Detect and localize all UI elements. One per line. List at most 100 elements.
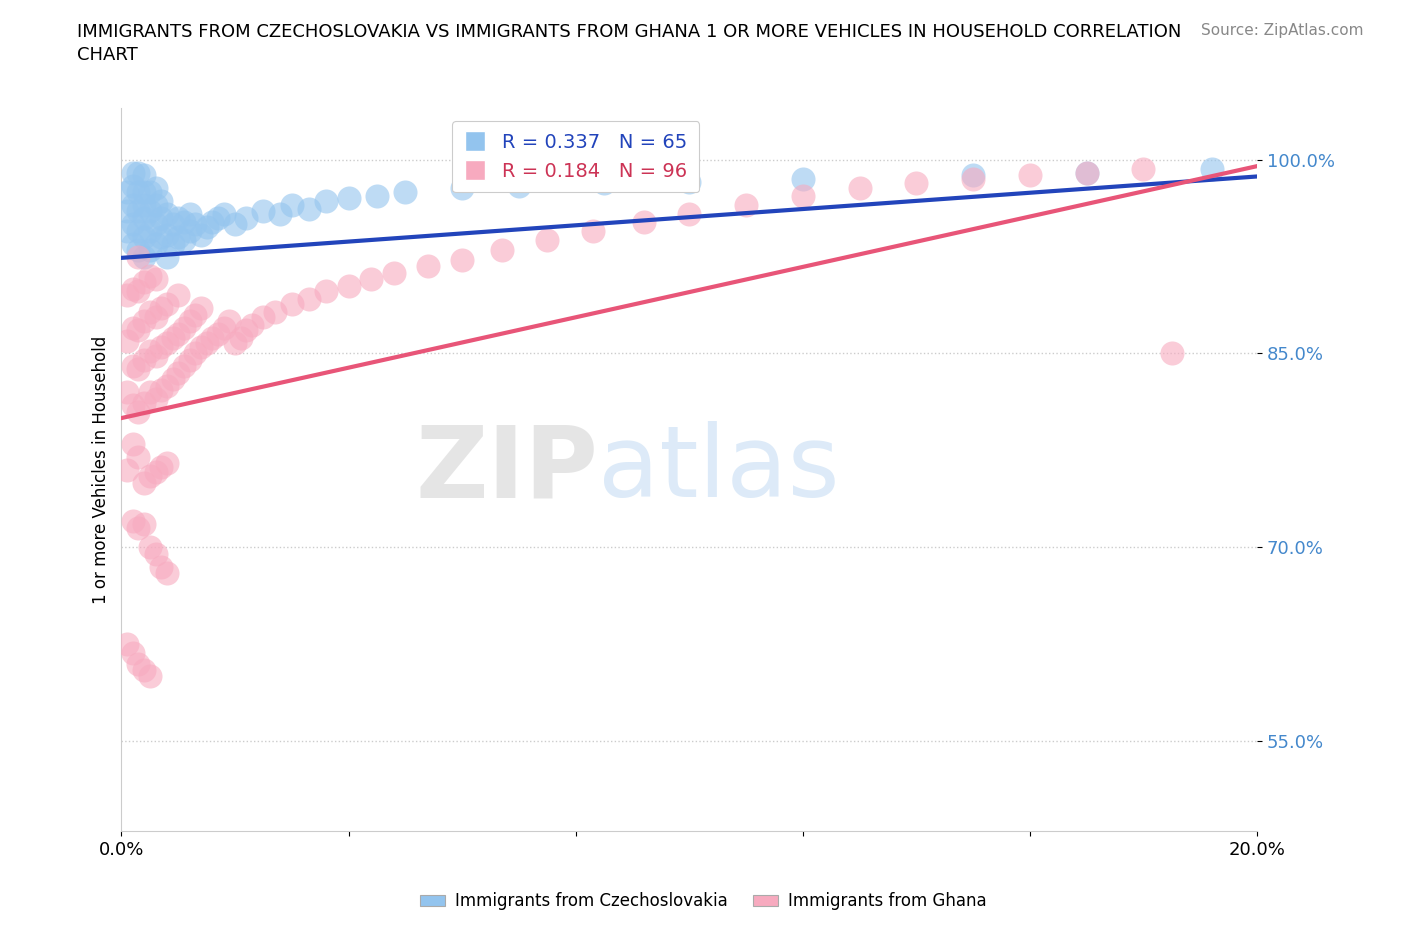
Point [121,514,143,529]
Point [139,204,162,219]
Point [139,269,162,284]
Point [139,539,162,554]
Point [156,206,179,221]
Point [139,343,162,358]
Point [150,230,173,245]
Point [121,166,143,180]
Point [382,266,405,281]
Point [145,349,167,364]
Point [1201,161,1223,176]
Point [127,323,149,338]
Point [121,436,143,451]
Text: IMMIGRANTS FROM CZECHOSLOVAKIA VS IMMIGRANTS FROM GHANA 1 OR MORE VEHICLES IN HO: IMMIGRANTS FROM CZECHOSLOVAKIA VS IMMIGR… [77,23,1181,41]
Point [115,333,138,348]
Point [337,279,360,294]
Point [207,210,229,225]
Point [1132,161,1154,176]
Point [179,206,201,221]
Point [121,645,143,660]
Point [134,313,156,328]
Point [145,310,167,325]
Point [508,178,530,193]
Point [127,405,149,419]
Point [678,174,700,189]
Point [281,297,304,312]
Point [240,318,263,333]
Point [281,197,304,212]
Point [173,214,195,229]
Point [167,365,190,380]
Point [145,180,167,195]
Point [269,206,291,221]
Point [134,184,156,199]
Point [162,330,184,345]
Point [156,379,179,393]
Text: Source: ZipAtlas.com: Source: ZipAtlas.com [1201,23,1364,38]
Point [201,330,224,345]
Point [179,223,201,238]
Point [366,189,388,204]
Point [173,320,195,335]
Point [156,456,179,471]
Point [298,201,321,216]
Point [134,662,156,677]
Point [145,271,167,286]
Point [134,475,156,490]
Point [139,223,162,238]
Point [145,392,167,406]
Point [145,197,167,212]
Point [167,230,190,245]
Point [150,339,173,354]
Point [156,297,179,312]
Point [150,300,173,315]
Point [235,210,257,225]
Point [184,346,207,361]
Point [582,223,605,238]
Point [115,184,138,199]
Point [207,326,229,341]
Point [162,372,184,387]
Point [145,217,167,232]
Point [156,249,179,264]
Point [139,305,162,320]
Point [195,219,218,234]
Point [139,469,162,484]
Point [179,313,201,328]
Point [792,189,814,204]
Point [212,320,235,335]
Point [905,176,928,191]
Point [115,204,138,219]
Point [121,236,143,251]
Point [263,305,285,320]
Point [593,176,616,191]
Y-axis label: 1 or more Vehicles in Household: 1 or more Vehicles in Household [93,336,110,604]
Point [167,288,190,303]
Point [127,449,149,464]
Point [121,398,143,413]
Point [150,459,173,474]
Point [315,284,337,299]
Point [121,282,143,297]
Point [184,217,207,232]
Point [195,336,218,351]
Point [127,521,149,536]
Point [1076,166,1098,180]
Point [962,172,984,187]
Point [150,382,173,397]
Point [224,217,246,232]
Text: CHART: CHART [77,46,138,64]
Legend: R = 0.337   N = 65, R = 0.184   N = 96: R = 0.337 N = 65, R = 0.184 N = 96 [451,121,699,193]
Point [115,385,138,400]
Point [394,184,416,199]
Point [134,197,156,212]
Point [139,243,162,258]
Point [134,249,156,264]
Point [962,167,984,182]
Point [229,330,252,345]
Point [1019,167,1042,182]
Point [139,385,162,400]
Point [1160,346,1182,361]
Point [121,359,143,374]
Point [218,313,240,328]
Point [848,180,870,195]
